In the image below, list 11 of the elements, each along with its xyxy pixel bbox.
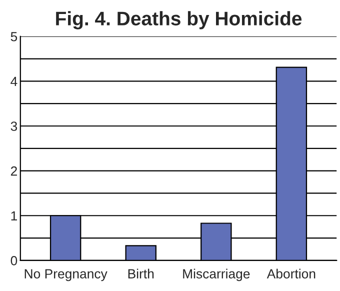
x-tick-label: Miscarriage — [183, 268, 250, 282]
x-tick-label: No Pregnancy — [24, 269, 108, 282]
chart-title: Fig. 4. Deaths by Homicide — [56, 11, 302, 30]
y-tick-label: 4 — [10, 76, 18, 86]
y-tick-label: 3 — [10, 122, 18, 131]
y-tick-label: 2 — [10, 166, 17, 176]
x-tick-label: Birth — [128, 268, 154, 278]
y-tick-label: 5 — [10, 32, 18, 42]
y-tick-label: 1 — [11, 211, 17, 220]
y-tick-label: 0 — [10, 256, 18, 266]
x-tick-label: Abortion — [266, 268, 316, 278]
